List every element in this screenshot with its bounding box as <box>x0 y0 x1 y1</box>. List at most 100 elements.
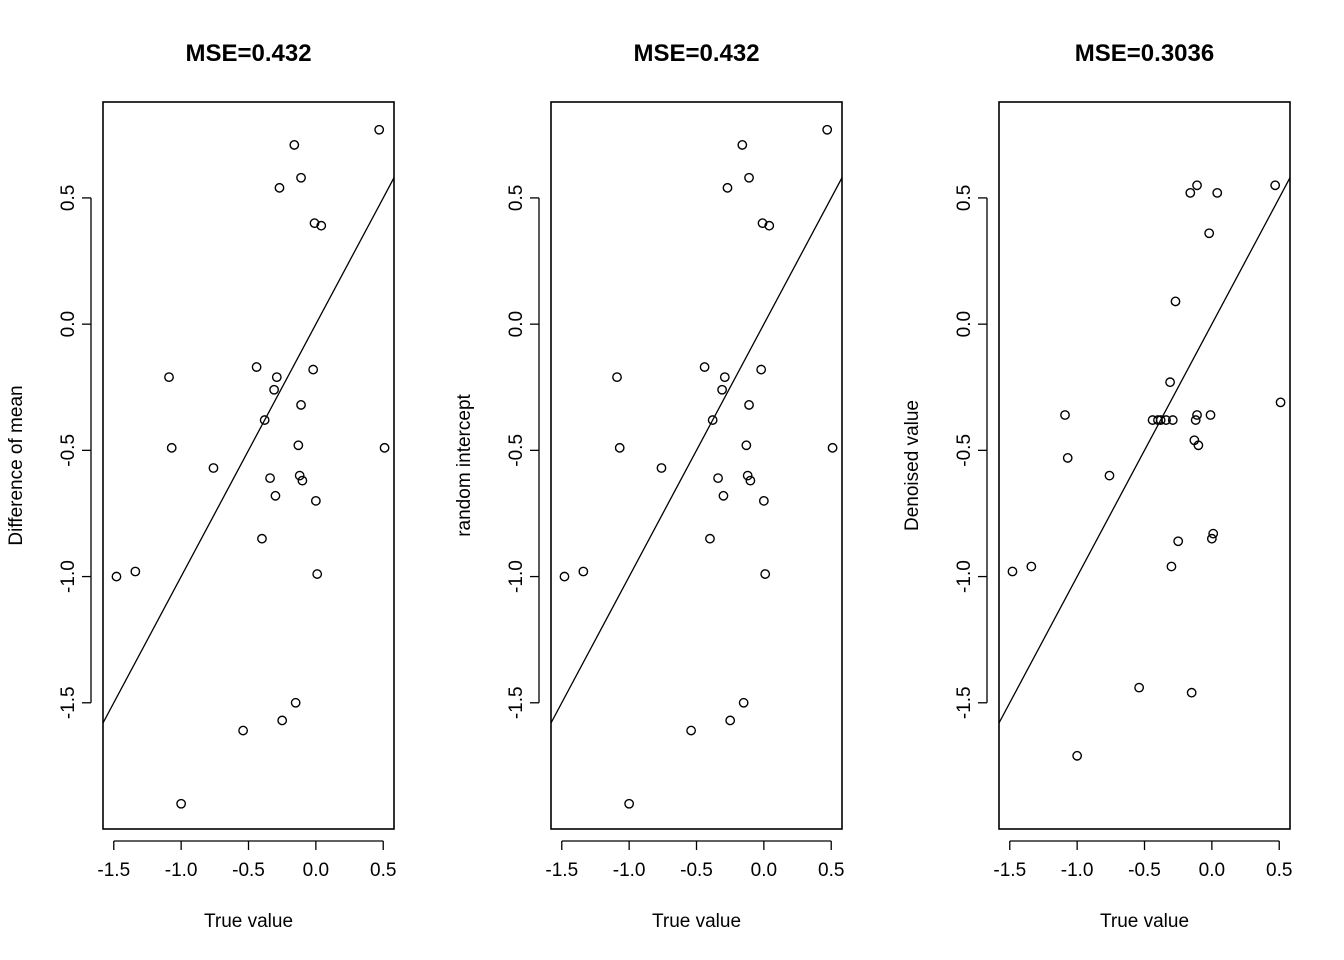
data-point <box>294 470 305 481</box>
y-axis-label: Denoised value <box>902 400 923 531</box>
data-point <box>257 533 267 544</box>
data-point <box>741 440 752 451</box>
data-point <box>614 442 625 453</box>
data-point <box>296 400 306 410</box>
data-point <box>1190 415 1201 425</box>
reference-line <box>999 177 1290 724</box>
y-tick-label: -0.5 <box>506 434 527 467</box>
data-point <box>758 495 769 506</box>
data-point <box>374 124 385 135</box>
data-point <box>1212 187 1223 198</box>
x-tick-label: 0.5 <box>370 860 396 881</box>
x-tick-label: 0.0 <box>1199 860 1225 881</box>
data-point <box>166 442 177 453</box>
data-point <box>757 218 768 229</box>
data-point <box>717 384 727 395</box>
data-point <box>705 533 715 544</box>
data-point <box>1161 415 1171 425</box>
data-point <box>1155 415 1166 425</box>
y-tick-label: -0.5 <box>954 434 975 467</box>
plot-marks: -1.5 -1.0 -0.5 0.0 0.5 -1.5 -1.0 -0.5 0.0 0.5 <box>58 124 396 881</box>
data-point <box>379 442 390 453</box>
x-tick-label: -1.5 <box>993 860 1026 881</box>
x-tick-label: -0.5 <box>680 860 713 881</box>
data-point <box>251 362 262 372</box>
x-tick-label: -1.0 <box>165 860 198 881</box>
data-point <box>289 140 300 150</box>
data-point <box>656 463 667 473</box>
data-point <box>269 384 279 395</box>
y-tick-label: -1.5 <box>58 686 79 719</box>
data-point <box>176 798 187 809</box>
y-tick-label: 0.5 <box>954 185 975 211</box>
y-tick-label: 0.0 <box>58 311 79 337</box>
data-point <box>310 495 321 506</box>
data-point <box>290 697 301 708</box>
x-axis-label: True value <box>204 911 293 932</box>
data-point <box>308 364 319 375</box>
x-tick-label: 0.5 <box>1266 860 1292 881</box>
plot-frame <box>998 101 1291 830</box>
data-point <box>578 566 589 577</box>
data-point <box>1134 682 1145 693</box>
data-point <box>1104 470 1115 481</box>
data-point <box>274 182 285 193</box>
y-axis-label: Difference of mean <box>6 385 27 545</box>
x-tick-label: -1.0 <box>613 860 646 881</box>
data-point <box>1186 687 1197 698</box>
data-point <box>309 218 320 229</box>
data-point <box>293 440 304 451</box>
data-point <box>164 372 174 383</box>
data-point <box>238 725 249 736</box>
data-point <box>312 569 323 579</box>
data-point <box>699 362 710 372</box>
data-point <box>1204 228 1215 239</box>
data-point <box>559 571 570 582</box>
data-point <box>827 442 838 453</box>
data-point <box>271 372 282 383</box>
x-tick-label: 0.0 <box>303 860 329 881</box>
plot-frame <box>102 101 395 830</box>
data-point <box>737 140 748 150</box>
data-point <box>760 569 771 579</box>
data-point <box>1205 410 1216 420</box>
data-point <box>1192 180 1202 191</box>
data-point <box>686 725 697 736</box>
y-tick-label: -1.5 <box>954 686 975 719</box>
data-point <box>612 372 622 383</box>
data-point <box>259 415 270 425</box>
data-point <box>111 571 122 582</box>
y-tick-label: -1.5 <box>506 686 527 719</box>
data-point <box>130 566 141 577</box>
y-tick-label: 0.0 <box>954 311 975 337</box>
panel-random-intercept: MSE=0.432 True value random intercept -1… <box>454 40 844 932</box>
panel-denoised-value: MSE=0.3036 True value Denoised value -1.… <box>902 40 1292 932</box>
x-tick-label: -0.5 <box>232 860 265 881</box>
y-tick-label: 0.5 <box>58 185 79 211</box>
data-point <box>756 364 767 375</box>
x-tick-label: 0.5 <box>818 860 844 881</box>
plot-marks: -1.5 -1.0 -0.5 0.0 0.5 -1.5 -1.0 -0.5 0.0 0.5 <box>954 177 1292 881</box>
reference-line <box>551 177 842 724</box>
data-point <box>1173 536 1184 547</box>
x-axis-label: True value <box>652 911 741 932</box>
data-point <box>1270 180 1281 191</box>
data-point <box>1208 528 1219 539</box>
data-point <box>722 182 733 193</box>
data-point <box>1165 377 1175 388</box>
data-point <box>1026 561 1037 572</box>
data-point <box>1206 533 1217 544</box>
data-point <box>764 220 775 231</box>
x-tick-label: -0.5 <box>1128 860 1161 881</box>
y-tick-label: -1.0 <box>58 560 79 593</box>
data-point <box>1166 561 1177 572</box>
y-tick-label: 0.0 <box>506 311 527 337</box>
data-point <box>270 490 281 501</box>
data-point <box>265 473 275 484</box>
data-point <box>1192 410 1202 420</box>
data-point <box>297 475 308 486</box>
data-point <box>725 715 736 726</box>
y-tick-label: -1.0 <box>954 560 975 593</box>
data-point <box>713 473 723 484</box>
data-point <box>707 415 718 425</box>
